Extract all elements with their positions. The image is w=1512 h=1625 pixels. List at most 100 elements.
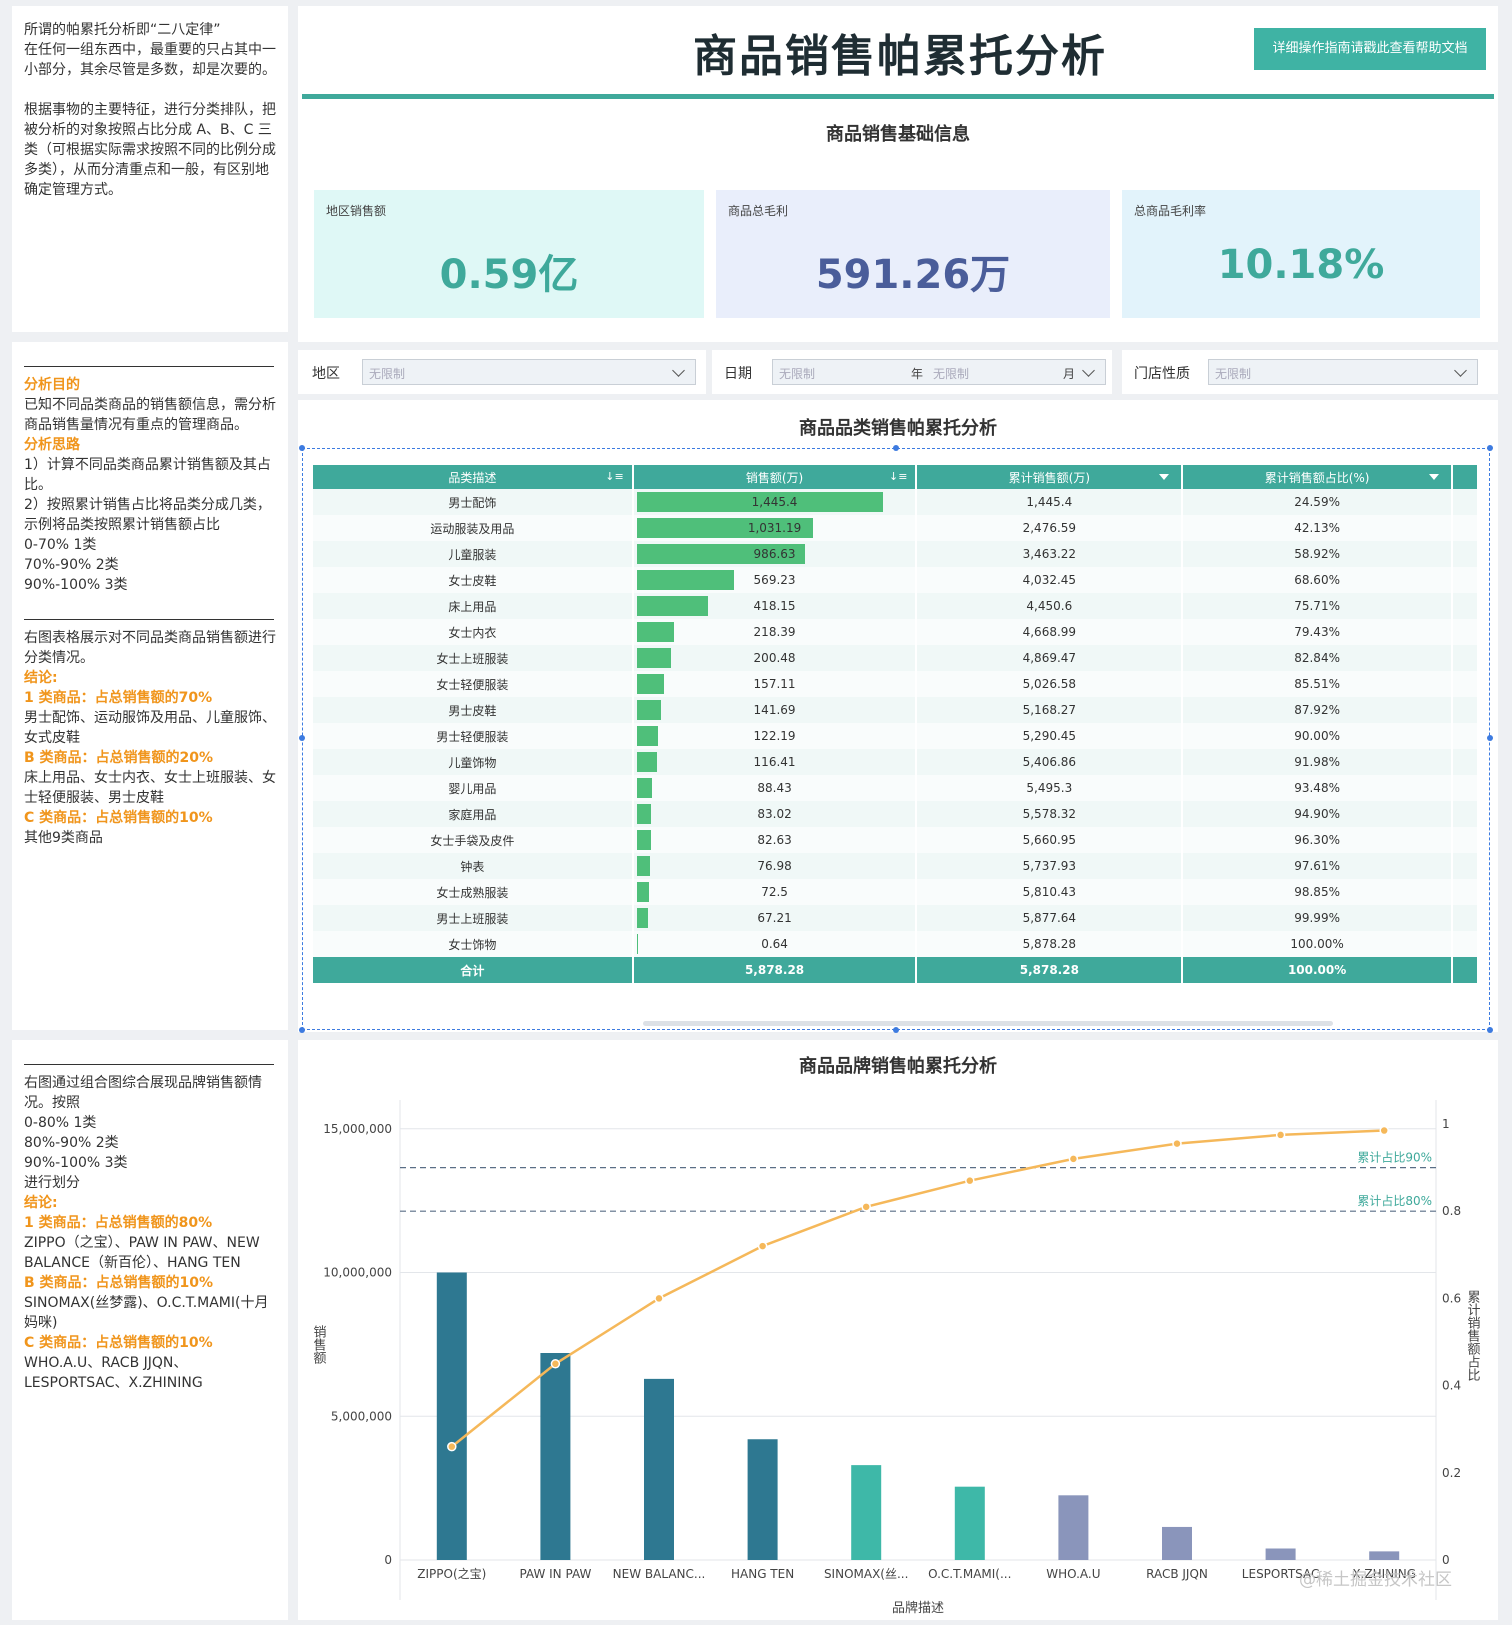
table-row[interactable]: 钟表 76.98 5,737.93 97.61%: [313, 853, 1479, 879]
region-filter-label: 地区: [312, 366, 340, 382]
sales-bar: [636, 804, 651, 824]
class-c-title: C 类商品：占总销售额的10%: [24, 1335, 213, 1351]
sales-bar-cell: 83.02: [632, 801, 918, 827]
table-row[interactable]: 女士手袋及皮件 82.63 5,660.95 96.30%: [313, 827, 1479, 853]
row-spacer: [1452, 619, 1479, 645]
cumulative-pct-cell: 58.92%: [1182, 541, 1453, 567]
store-select[interactable]: 无限制: [1208, 359, 1478, 385]
row-spacer: [1452, 645, 1479, 671]
resize-handle[interactable]: [1487, 1027, 1493, 1033]
table-row[interactable]: 男士轻便服装 122.19 5,290.45 90.00%: [313, 723, 1479, 749]
sales-bar: [636, 882, 649, 902]
table-row[interactable]: 女士轻便服装 157.11 5,026.58 85.51%: [313, 671, 1479, 697]
category-table: 品类描述 ↓≡ 销售额(万) ↓≡ 累计销售额(万) 累计销售额占比(%) 男士配饰…: [313, 465, 1479, 983]
cumulative-sales-cell: 4,869.47: [916, 645, 1184, 671]
month-unit: 月: [1063, 367, 1076, 381]
sort-icon[interactable]: ↓≡: [605, 470, 624, 483]
row-spacer: [1452, 827, 1479, 853]
resize-handle[interactable]: [299, 445, 305, 451]
filter-dropdown-icon[interactable]: [1429, 474, 1439, 480]
row-spacer: [1452, 723, 1479, 749]
cumulative-pct-cell: 24.59%: [1182, 489, 1453, 515]
resize-handle[interactable]: [1487, 735, 1493, 741]
sales-bar: [436, 1272, 467, 1560]
sales-bar: [636, 908, 648, 928]
region-placeholder: 无限制: [369, 367, 406, 381]
date-filter: 日期 无限制 年 无限制 月: [712, 350, 1112, 394]
cumulative-sales-cell: 5,495.3: [916, 775, 1184, 801]
cumulative-sales-cell: 5,660.95: [916, 827, 1184, 853]
total-sales: 5,878.28: [632, 957, 918, 983]
horizontal-scrollbar[interactable]: [643, 1021, 1333, 1026]
sales-value: 218.39: [753, 625, 796, 639]
table-row[interactable]: 男士配饰 1,445.4 1,445.4 24.59%: [313, 489, 1479, 515]
column-header[interactable]: 品类描述 ↓≡: [313, 465, 634, 489]
date-select[interactable]: 无限制 年 无限制 月: [772, 359, 1106, 385]
sales-bar: [851, 1465, 882, 1560]
column-header[interactable]: 累计销售额(万): [916, 465, 1184, 489]
cumulative-point: [1275, 1130, 1286, 1140]
sales-bar-cell: 218.39: [632, 619, 918, 645]
table-row[interactable]: 女士皮鞋 569.23 4,032.45 68.60%: [313, 567, 1479, 593]
cumulative-point: [1068, 1154, 1079, 1164]
sales-value: 1,031.19: [747, 521, 802, 535]
resize-handle[interactable]: [893, 1027, 899, 1033]
sales-bar: [636, 596, 708, 616]
help-doc-button[interactable]: 详细操作指南请戳此查看帮助文档: [1254, 28, 1486, 70]
sales-bar: [1265, 1548, 1296, 1560]
y2-tick-label: 0.4: [1442, 1379, 1461, 1393]
sales-bar-cell: 82.63: [632, 827, 918, 853]
table-row[interactable]: 女士饰物 0.64 5,878.28 100.00%: [313, 931, 1479, 957]
resize-handle[interactable]: [893, 445, 899, 451]
reference-line-label: 累计占比90%: [1357, 1150, 1432, 1165]
resize-handle[interactable]: [299, 1027, 305, 1033]
conclusion-title: 结论:: [24, 1195, 58, 1211]
table-row[interactable]: 女士上班服装 200.48 4,869.47 82.84%: [313, 645, 1479, 671]
filter-dropdown-icon[interactable]: [1159, 474, 1170, 480]
sort-icon[interactable]: ↓≡: [889, 470, 908, 483]
kpi-value: 0.59亿: [439, 252, 579, 298]
table-row[interactable]: 儿童饰物 116.41 5,406.86 91.98%: [313, 749, 1479, 775]
table-row[interactable]: 女士成熟服装 72.5 5,810.43 98.85%: [313, 879, 1479, 905]
cumulative-pct-cell: 99.99%: [1182, 905, 1453, 931]
total-label: 合计: [313, 957, 634, 983]
table-row[interactable]: 家庭用品 83.02 5,578.32 94.90%: [313, 801, 1479, 827]
sales-bar-cell: 122.19: [632, 723, 918, 749]
region-select[interactable]: 无限制: [362, 359, 696, 385]
table-row[interactable]: 床上用品 418.15 4,450.6 75.71%: [313, 593, 1479, 619]
sales-bar-cell: 76.98: [632, 853, 918, 879]
sales-value: 418.15: [753, 599, 796, 613]
sales-bar: [636, 492, 883, 512]
category-table-widget[interactable]: 品类描述 ↓≡ 销售额(万) ↓≡ 累计销售额(万) 累计销售额占比(%) 男士配饰…: [299, 445, 1493, 1033]
table-row[interactable]: 女士内衣 218.39 4,668.99 79.43%: [313, 619, 1479, 645]
category-name-cell: 女士皮鞋: [313, 567, 634, 593]
sales-value: 88.43: [757, 781, 792, 795]
table-row[interactable]: 男士皮鞋 141.69 5,168.27 87.92%: [313, 697, 1479, 723]
store-filter: 门店性质 无限制: [1122, 350, 1498, 394]
cumulative-pct-cell: 79.43%: [1182, 619, 1453, 645]
x-tick-label: SINOMAX(丝...: [824, 1567, 909, 1581]
title-underline: [302, 94, 1494, 99]
category-name-cell: 家庭用品: [313, 801, 634, 827]
resize-handle[interactable]: [299, 735, 305, 741]
row-spacer: [1452, 775, 1479, 801]
sales-bar-cell: 72.5: [632, 879, 918, 905]
table-row[interactable]: 运动服装及用品 1,031.19 2,476.59 42.13%: [313, 515, 1479, 541]
kpi-value: 10.18%: [1217, 242, 1385, 288]
sales-value: 82.63: [757, 833, 792, 847]
column-header[interactable]: 累计销售额占比(%): [1182, 465, 1453, 489]
year-unit: 年: [911, 367, 924, 381]
cumulative-sales-cell: 4,668.99: [916, 619, 1184, 645]
y-tick-label: 0: [384, 1553, 392, 1567]
kpi-label: 地区销售额: [326, 204, 387, 218]
table-row[interactable]: 男士上班服装 67.21 5,877.64 99.99%: [313, 905, 1479, 931]
brand-pareto-chart: 15,000,000 10,000,000 5,000,000 0 1 0.8 0.6 0.4…: [311, 1100, 1480, 1616]
purpose-text: 已知不同品类商品的销售额信息，需分析商品销售量情况有重点的管理商品。: [24, 397, 276, 433]
resize-handle[interactable]: [1487, 445, 1493, 451]
x-tick-label: HANG TEN: [731, 1567, 794, 1581]
column-header[interactable]: 销售额(万) ↓≡: [632, 465, 918, 489]
sales-bar: [636, 674, 664, 694]
sales-bar: [636, 622, 674, 642]
table-row[interactable]: 儿童服装 986.63 3,463.22 58.92%: [313, 541, 1479, 567]
table-row[interactable]: 婴儿用品 88.43 5,495.3 93.48%: [313, 775, 1479, 801]
